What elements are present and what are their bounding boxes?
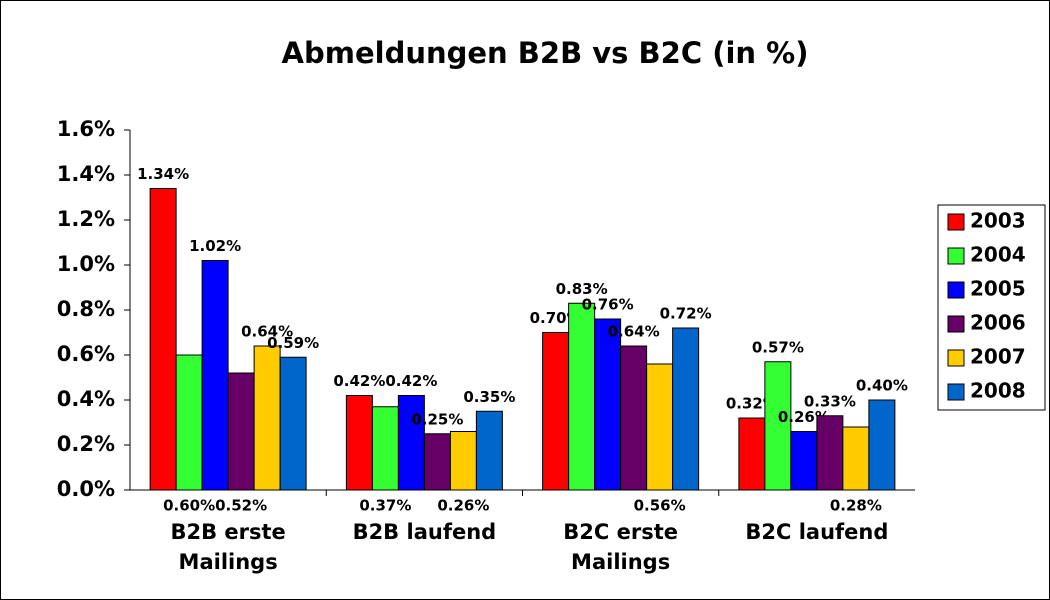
legend-box (937, 204, 1046, 411)
chart-title: Abmeldungen B2B vs B2C (in %) (282, 36, 809, 70)
legend-swatch (947, 281, 965, 299)
data-label: 1.02% (189, 237, 241, 255)
data-label: 0.35% (463, 388, 515, 406)
bar (449, 431, 477, 491)
y-tick-label: 1.4% (57, 162, 115, 186)
legend-swatch (947, 383, 965, 401)
data-label: 0.37% (359, 497, 411, 515)
bar (842, 426, 870, 491)
x-tick-label: B2B laufend (352, 520, 497, 544)
bar (672, 327, 700, 491)
legend-swatch (947, 213, 965, 231)
y-tick-label: 0.4% (57, 387, 115, 411)
data-label: 0.59% (267, 334, 319, 352)
data-label: 0.42% (385, 372, 437, 390)
bar (253, 345, 281, 491)
data-label: 0.26% (437, 497, 489, 515)
y-tick-label: 0.8% (57, 297, 115, 321)
bar (345, 395, 373, 491)
x-tick-label: B2C erste Mailings (563, 520, 678, 574)
data-label: 0.72% (660, 305, 712, 323)
bar (227, 372, 255, 491)
legend-label: 2007 (970, 345, 1026, 369)
bar (868, 399, 896, 491)
y-tick-label: 0.0% (57, 477, 115, 501)
x-tick-label: B2B erste Mailings (170, 520, 286, 574)
data-label: 0.64% (241, 323, 293, 341)
bar (423, 433, 451, 491)
data-label: 0.56% (634, 497, 686, 515)
bar (568, 302, 596, 491)
bar (201, 260, 229, 491)
bar (475, 410, 503, 491)
data-label: 1.34% (137, 165, 189, 183)
bar (738, 417, 766, 491)
legend-label: 2008 (970, 379, 1026, 403)
data-label: 0.83% (556, 280, 608, 298)
data-label: 0.52% (215, 497, 267, 515)
bar (279, 356, 307, 491)
y-tick-label: 1.6% (57, 117, 115, 141)
bar (646, 363, 674, 491)
legend-label: 2006 (970, 311, 1026, 335)
bar (790, 431, 818, 491)
data-label: 0.42% (333, 372, 385, 390)
bar (542, 332, 570, 491)
data-label: 0.64% (608, 323, 660, 341)
legend-label: 2005 (970, 277, 1026, 301)
bar (594, 318, 622, 491)
data-label: 0.40% (856, 377, 908, 395)
legend-label: 2003 (970, 209, 1026, 233)
data-label: 0.33% (804, 392, 856, 410)
bar (764, 361, 792, 491)
bar (371, 406, 399, 491)
bar (175, 354, 203, 491)
y-tick-label: 0.2% (57, 432, 115, 456)
data-label: 0.76% (582, 296, 634, 314)
x-tick-label: B2C laufend (745, 520, 889, 544)
y-tick-label: 1.2% (57, 207, 115, 231)
bar (149, 188, 177, 491)
legend-swatch (947, 247, 965, 265)
bar (620, 345, 648, 491)
data-label: 0.25% (411, 410, 463, 428)
y-tick-label: 0.6% (57, 342, 115, 366)
data-label: 0.28% (830, 497, 882, 515)
legend-swatch (947, 315, 965, 333)
legend-label: 2004 (970, 243, 1026, 267)
bar (816, 415, 844, 491)
legend-swatch (947, 349, 965, 367)
data-label: 0.60% (163, 497, 215, 515)
y-tick-label: 1.0% (57, 252, 115, 276)
data-label: 0.57% (752, 338, 804, 356)
bar (397, 395, 425, 491)
